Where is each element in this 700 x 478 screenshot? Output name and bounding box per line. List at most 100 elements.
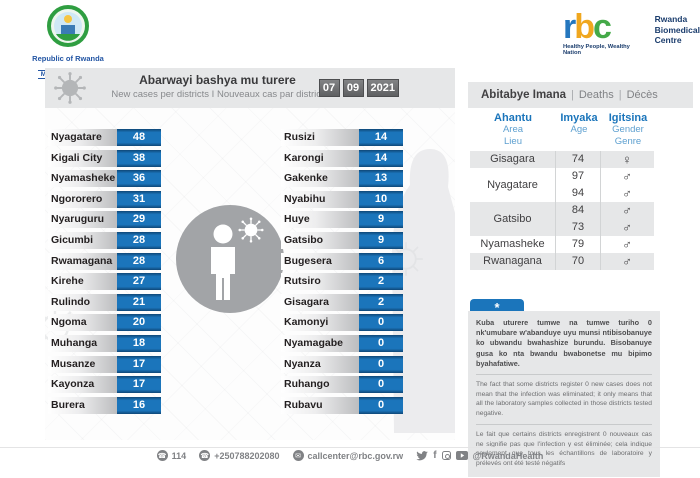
district-cases: 17 (117, 355, 161, 373)
gender-symbol: ♂ (622, 168, 632, 184)
email-address: callcenter@rbc.gov.rw (307, 450, 404, 461)
deaths-table: Ahantu Area Lieu Imyaka Age Igitsina Gen… (470, 112, 654, 270)
col-area-en: Area (502, 124, 524, 135)
header-band: Abarwayi bashya mu turere New cases per … (45, 68, 455, 108)
district-name: Huye (281, 211, 359, 229)
district-row: Burera 16 (48, 396, 161, 414)
district-row: Gakenke 13 (281, 170, 403, 188)
district-row: Ngoma 20 (48, 314, 161, 332)
district-cases: 16 (117, 396, 161, 414)
district-row: Muhanga 18 (48, 334, 161, 352)
column-header-age: Imyaka Age (556, 112, 602, 148)
column-header-gender: Igitsina Gender Genre (602, 112, 654, 148)
hotline-number: 114 (171, 450, 187, 461)
district-name: Gisagara (281, 293, 359, 311)
district-cases: 0 (359, 396, 403, 414)
death-area: Nyagatare (470, 167, 556, 202)
district-row: Gisagara 2 (281, 293, 403, 311)
twitter-icon[interactable] (416, 450, 429, 461)
deaths-title-fr: Décès (626, 89, 658, 101)
social-links: f @RwandaHealth (416, 449, 544, 461)
rbc-letter-r: r (563, 8, 576, 46)
youtube-icon[interactable] (455, 451, 468, 460)
district-name: Ruhango (281, 376, 359, 394)
page-subtitle: New cases per districts I Nouveaux cas p… (111, 89, 324, 100)
district-row: Kirehe 27 (48, 273, 161, 291)
note-english: The fact that some districts register 0 … (476, 381, 652, 418)
rbc-name: Rwanda Biomedical Centre (655, 12, 700, 56)
district-name: Nyabihu (281, 190, 359, 208)
rbc-name-line2: Biomedical (654, 24, 700, 35)
district-name: Kirehe (48, 273, 117, 291)
death-row: Gatsibo 84 ♂ 73 ♂ (470, 201, 654, 236)
district-name: Rulindo (48, 293, 117, 311)
new-cases-panel: Nyagatare 48 Kigali City 38 Nyamasheke 36 N… (45, 108, 455, 440)
divider (476, 374, 652, 376)
district-name: Kigali City (48, 149, 117, 167)
district-row: Huye 9 (281, 211, 403, 229)
rbc-letters: rbc Healthy People, Wealthy Nation (563, 10, 649, 56)
death-row: Nyamasheke 79 ♂ (470, 235, 654, 253)
deaths-title-kw: Abitabye Imana (481, 89, 566, 101)
district-cases: 28 (117, 231, 161, 249)
moh-country-label: Republic of Rwanda (32, 54, 104, 63)
district-list-2: Rusizi 14 Karongi 14 Gakenke 13 Nyabihu 10 H… (281, 129, 403, 414)
rbc-name-line1: Rwanda (654, 14, 688, 24)
rbc-logo: rbc Healthy People, Wealthy Nation Rwand… (563, 10, 700, 56)
facebook-icon[interactable]: f (433, 449, 437, 461)
email-contact[interactable]: ✉ callcenter@rbc.gov.rw (292, 450, 404, 461)
district-cases: 20 (117, 314, 161, 332)
rbc-letter-b: b (574, 8, 595, 46)
district-row: Rulindo 21 (48, 293, 161, 311)
district-row: Nyanza 0 (281, 355, 403, 373)
gender-symbol: ♀ (622, 151, 632, 167)
district-row: Kayonza 17 (48, 376, 161, 394)
instagram-icon[interactable] (441, 451, 451, 460)
district-name: Bugesera (281, 252, 359, 270)
hotline-contact[interactable]: ☎ 114 (156, 450, 187, 461)
district-cases: 6 (359, 252, 403, 270)
district-row: Gicumbi 28 (48, 231, 161, 249)
district-row: Nyamagabe 0 (281, 334, 403, 352)
gender-symbol: ♂ (622, 202, 632, 218)
death-age: 94 (556, 184, 601, 202)
death-area: Nyamasheke (470, 235, 556, 253)
col-area-kw: Ahantu (494, 112, 532, 124)
phone-contact[interactable]: ☎ +250788202080 (199, 450, 280, 461)
district-cases: 38 (117, 149, 161, 167)
district-name: Musanze (48, 355, 117, 373)
district-cases: 48 (117, 129, 161, 146)
death-age: 74 (556, 150, 601, 168)
district-cases: 14 (359, 149, 403, 167)
death-row: Nyagatare 97 ♂ 94 ♂ (470, 167, 654, 202)
district-cases: 14 (359, 129, 403, 146)
district-row: Gatsibo 9 (281, 231, 403, 249)
district-name: Rutsiro (281, 273, 359, 291)
district-name: Nyaruguru (48, 211, 117, 229)
gender-symbol: ♂ (622, 185, 632, 201)
social-handle[interactable]: @RwandaHealth (472, 450, 544, 461)
district-row: Ngororero 31 (48, 190, 161, 208)
district-name: Rusizi (281, 129, 359, 146)
death-age: 79 (556, 235, 601, 253)
district-row: Rusizi 14 (281, 129, 403, 146)
district-name: Kamonyi (281, 314, 359, 332)
district-row: Karongi 14 (281, 149, 403, 167)
district-cases: 0 (359, 376, 403, 394)
column-header-area: Ahantu Area Lieu (470, 112, 556, 148)
district-cases: 17 (117, 376, 161, 394)
district-cases: 0 (359, 355, 403, 373)
virus-icon (54, 72, 86, 104)
district-cases: 36 (117, 170, 161, 188)
death-age: 70 (556, 252, 601, 270)
district-row: Bugesera 6 (281, 252, 403, 270)
col-age-kw: Imyaka (560, 112, 598, 124)
district-name: Gatsibo (281, 231, 359, 249)
infected-person-icon (176, 205, 284, 313)
district-cases: 10 (359, 190, 403, 208)
death-age: 84 (556, 201, 601, 219)
death-row: Gisagara 74 ♀ (470, 150, 654, 168)
rbc-tagline: Healthy People, Wealthy Nation (563, 44, 630, 56)
district-name: Gicumbi (48, 231, 117, 249)
col-gender-en: Gender (612, 124, 644, 135)
